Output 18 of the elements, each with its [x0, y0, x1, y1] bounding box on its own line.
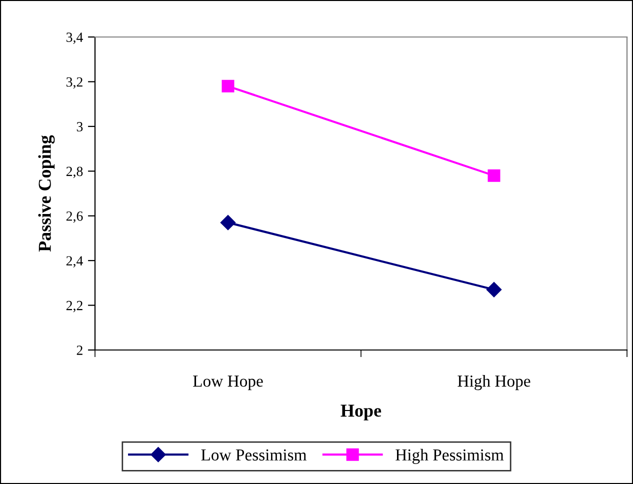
y-tick-label: 3,2: [66, 77, 82, 89]
legend-label: High Pessimism: [396, 448, 504, 464]
x-tick-label: High Hope: [458, 375, 530, 390]
legend-label: Low Pessimism: [201, 449, 307, 461]
y-tick-label: 2: [76, 346, 82, 355]
x-tick-label: Low Hope: [193, 376, 263, 390]
y-tick-label: 2,8: [66, 166, 83, 178]
y-tick-label: 3,4: [66, 32, 83, 44]
point: [222, 80, 234, 92]
point: [486, 282, 502, 298]
y-axis-title: Passive Coping: [38, 135, 55, 252]
y-tick-label: 3: [76, 122, 83, 132]
point: [488, 169, 500, 182]
y-tick-label: 2,2: [66, 300, 82, 312]
x-axis-title: Hope: [340, 404, 382, 420]
y-tick-label: 2,4: [66, 256, 83, 268]
y-tick-label: 2,6: [66, 211, 83, 223]
point: [220, 214, 236, 230]
